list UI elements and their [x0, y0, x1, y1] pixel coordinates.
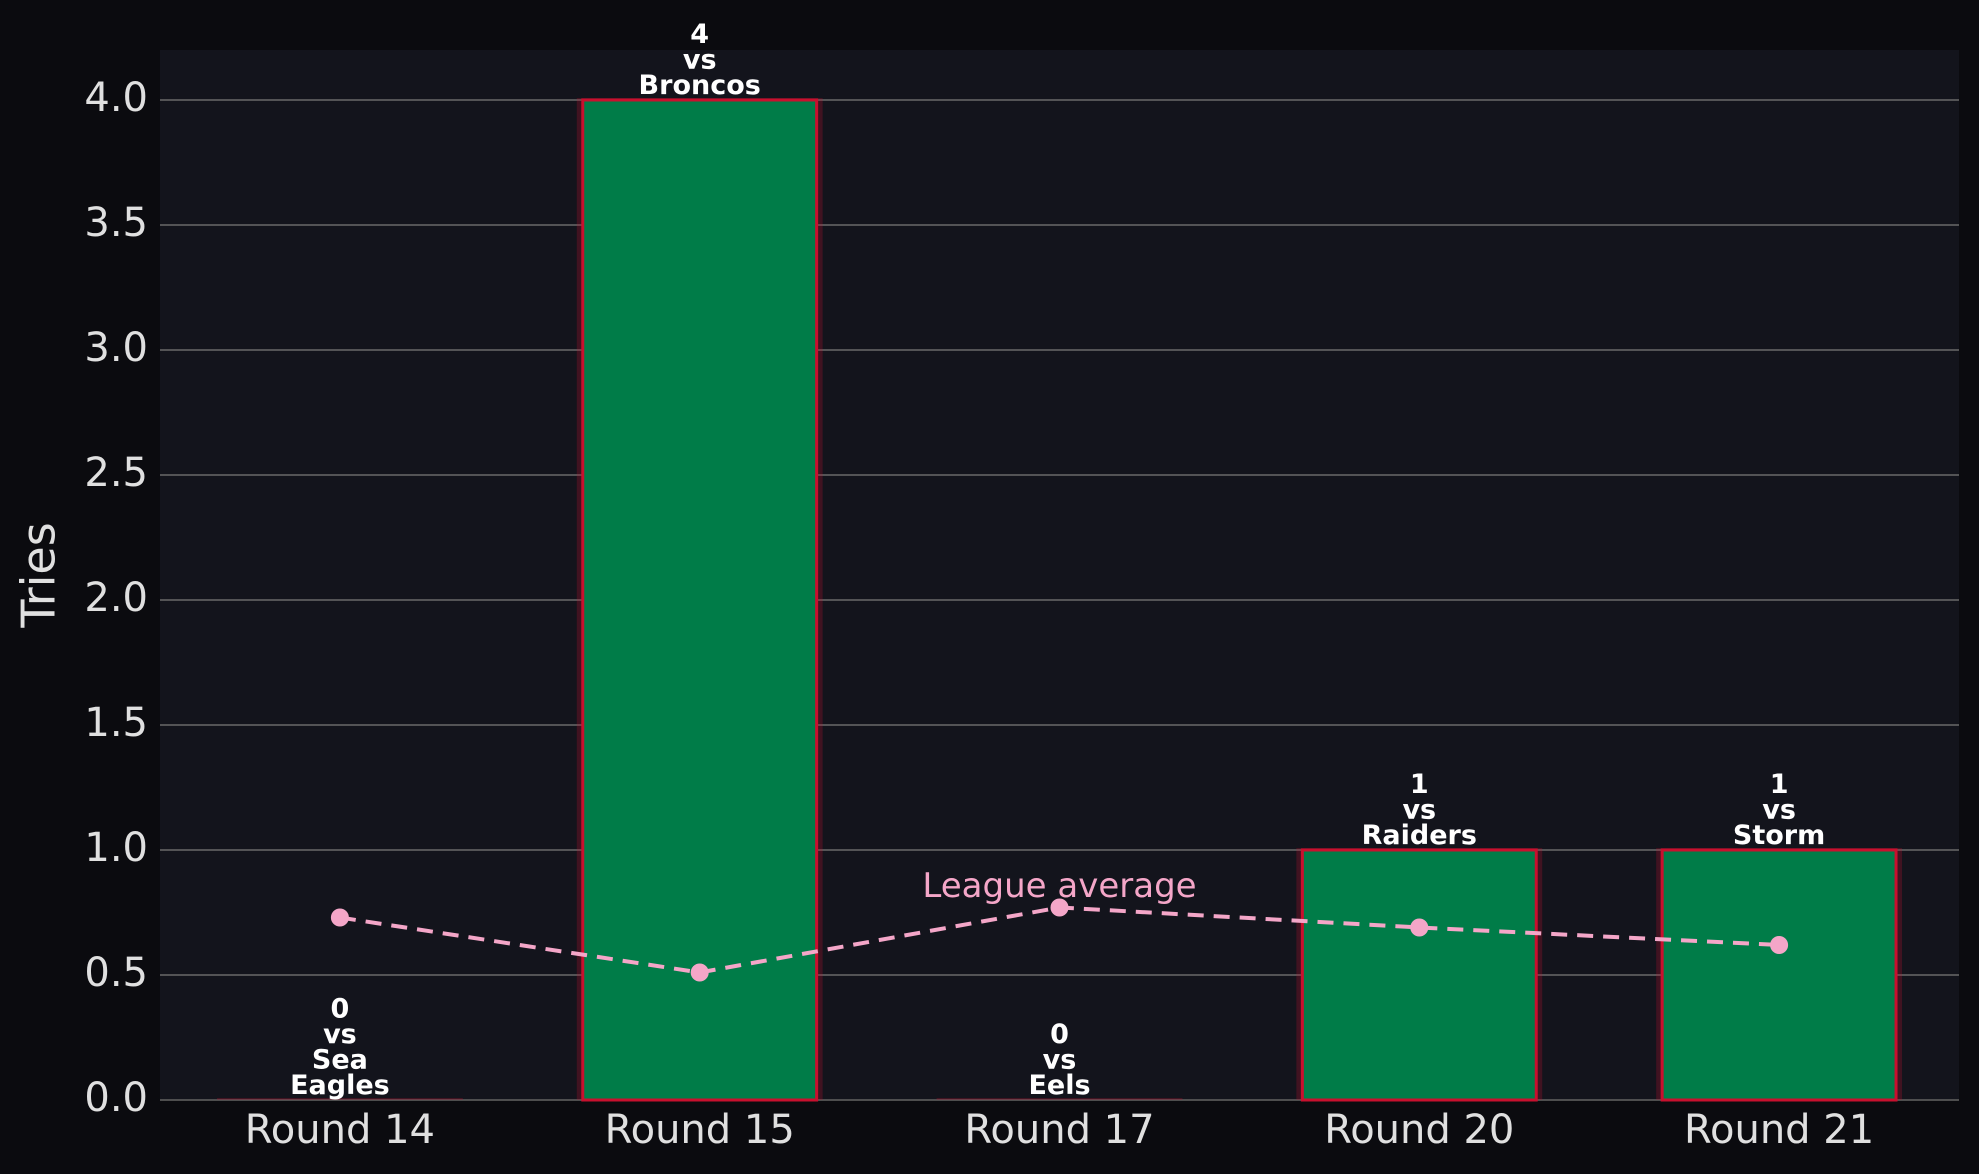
x-tick-label: Round 17 — [964, 1107, 1154, 1153]
x-tick-label: Round 14 — [245, 1107, 435, 1153]
line-annotation: League average — [922, 866, 1196, 906]
y-tick-label: 4.0 — [84, 75, 148, 121]
bar-glow — [936, 1098, 1183, 1100]
data-label-line: 4 — [690, 19, 709, 50]
data-label-line: vs — [323, 1019, 357, 1050]
data-label-line: Eels — [1028, 1070, 1090, 1101]
data-label-line: Sea — [312, 1044, 368, 1075]
average-marker — [1410, 918, 1429, 937]
data-label-line: Raiders — [1362, 820, 1477, 851]
data-label-line: Storm — [1733, 820, 1825, 851]
data-label-line: 0 — [331, 993, 350, 1024]
bar — [1660, 848, 1898, 1102]
data-label-line: Broncos — [639, 70, 761, 101]
y-tick-label: 0.5 — [84, 950, 148, 996]
average-marker — [1050, 898, 1069, 917]
x-tick-label: Round 20 — [1324, 1107, 1514, 1153]
data-label: 0 vs Eels — [1028, 1019, 1090, 1101]
data-label: 0 vs Sea Eagles — [290, 993, 390, 1101]
bar — [581, 98, 819, 1102]
y-tick-label: 2.0 — [84, 575, 148, 621]
y-tick-label: 1.0 — [84, 825, 148, 871]
data-label-line: 1 — [1770, 769, 1789, 800]
data-label: 4 vs Broncos — [639, 19, 761, 101]
y-tick-label: 3.0 — [84, 325, 148, 371]
data-label-line: vs — [1762, 794, 1796, 825]
bar — [1300, 848, 1538, 1102]
data-label-line: vs — [1402, 794, 1436, 825]
data-label-line: 0 — [1050, 1019, 1069, 1050]
y-axis-label: Tries — [12, 522, 66, 628]
x-tick-label: Round 15 — [605, 1107, 795, 1153]
data-label-line: 1 — [1410, 769, 1429, 800]
data-label: 1 vs Raiders — [1362, 769, 1477, 851]
y-tick-label: 3.5 — [84, 200, 148, 246]
x-tick-label: Round 21 — [1684, 1107, 1874, 1153]
data-label-line: vs — [1043, 1044, 1077, 1075]
average-marker — [1770, 936, 1789, 954]
average-marker — [690, 963, 709, 982]
y-tick-label: 0.0 — [84, 1075, 148, 1121]
data-label: 1 vs Storm — [1733, 769, 1825, 851]
y-tick-label: 2.5 — [84, 450, 148, 496]
bar-glow — [216, 1098, 463, 1100]
data-label-line: Eagles — [290, 1070, 390, 1101]
average-marker — [330, 908, 349, 927]
y-tick-label: 1.5 — [84, 700, 148, 746]
data-label-line: vs — [683, 44, 717, 75]
